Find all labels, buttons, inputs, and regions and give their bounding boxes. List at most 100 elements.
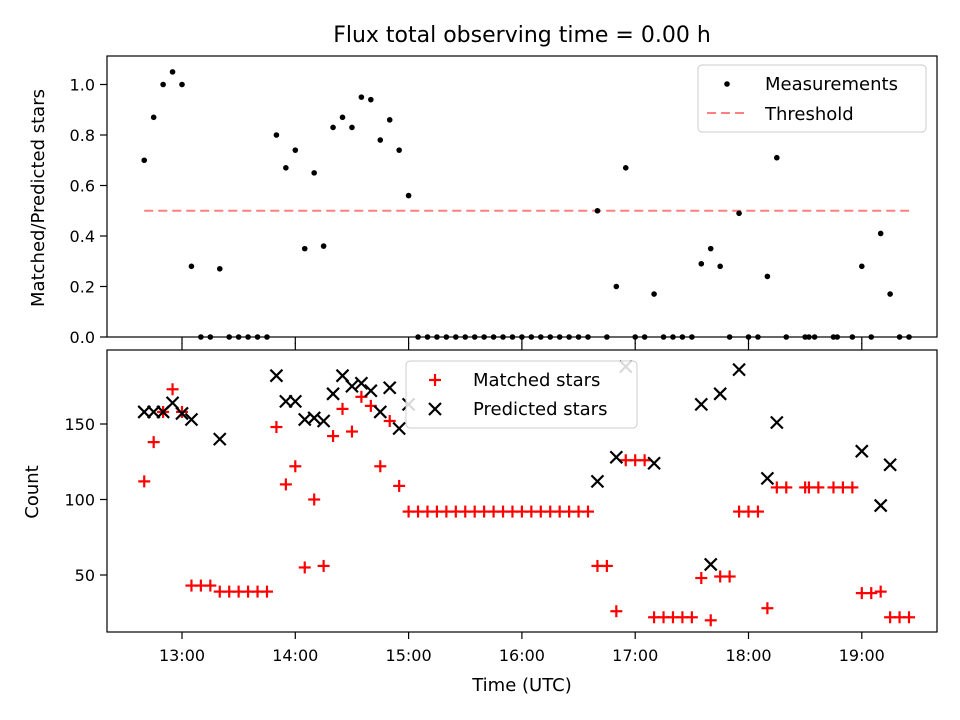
x-stroke bbox=[883, 457, 897, 472]
predicted-star-point bbox=[184, 412, 199, 427]
predicted-star-point bbox=[326, 387, 340, 401]
ratio-axes-frame bbox=[106, 55, 938, 338]
x-stroke bbox=[590, 474, 605, 489]
measurement-point bbox=[386, 117, 393, 123]
count-y-tick-label: 100 bbox=[64, 491, 95, 510]
legend-box bbox=[697, 64, 927, 133]
predicted-star-point bbox=[288, 394, 303, 409]
measurement-point bbox=[301, 245, 308, 252]
matched-star-point bbox=[166, 383, 179, 396]
legend-marker-measurements bbox=[724, 81, 730, 87]
predicted-star-point bbox=[307, 411, 321, 425]
measurement-point bbox=[169, 69, 176, 75]
x-stroke bbox=[392, 421, 406, 436]
legend-label-measurements: Measurements bbox=[765, 74, 898, 95]
matched-star-point bbox=[865, 587, 878, 600]
measurement-point bbox=[651, 291, 657, 297]
measurement-point bbox=[377, 137, 384, 143]
x-tick-label: 19:00 bbox=[839, 646, 885, 665]
measurement-point bbox=[188, 263, 195, 270]
x-stroke bbox=[770, 415, 784, 430]
measurement-point bbox=[320, 243, 327, 249]
measurement-point bbox=[622, 165, 629, 171]
x-stroke bbox=[703, 557, 718, 572]
x-stroke bbox=[354, 376, 369, 391]
predicted-star-point bbox=[732, 362, 746, 377]
measurement-point bbox=[216, 266, 223, 272]
measurement-point bbox=[150, 114, 157, 121]
y-axis-label-count: Count bbox=[22, 465, 43, 518]
matched-star-point bbox=[289, 460, 302, 473]
predicted-star-point bbox=[713, 387, 727, 401]
matched-star-point bbox=[761, 602, 774, 615]
measurement-point bbox=[179, 81, 185, 88]
x-stroke bbox=[307, 411, 321, 425]
measurement-point bbox=[594, 207, 601, 214]
count-legend: Matched stars Predicted stars bbox=[405, 360, 638, 429]
x-stroke bbox=[873, 498, 888, 513]
predicted-star-point bbox=[873, 498, 888, 513]
x-tick-label: 13:00 bbox=[159, 646, 205, 665]
x-stroke bbox=[713, 387, 727, 401]
x-stroke bbox=[288, 394, 303, 409]
measurement-point bbox=[764, 273, 771, 280]
matched-star-point bbox=[345, 425, 358, 438]
predicted-star-point bbox=[855, 444, 869, 458]
x-tick-label: 17:00 bbox=[612, 646, 658, 665]
count-axis-ticks: 50 100 150 13:00 14:00 15:00 16:00 17:00 18:00 19… bbox=[64, 343, 885, 665]
x-stroke bbox=[373, 405, 388, 419]
ratio-y-tick-label: 0.4 bbox=[70, 227, 95, 246]
x-stroke bbox=[165, 396, 180, 410]
x-axis-label: Time (UTC) bbox=[471, 675, 572, 696]
matched-star-point bbox=[812, 481, 825, 494]
ratio-y-tick-label: 0.0 bbox=[70, 328, 95, 347]
measurement-point bbox=[405, 192, 412, 199]
measurement-point bbox=[877, 230, 884, 237]
count-panel: Count Time (UTC) 50 100 150 13:00 14:00 15:00… bbox=[22, 343, 938, 696]
measurement-point bbox=[698, 260, 705, 267]
ratio-panel: Flux total observing time = 0.00 h Match… bbox=[28, 23, 938, 347]
measurement-point bbox=[368, 96, 374, 103]
measurement-point bbox=[349, 124, 355, 131]
predicted-star-point bbox=[760, 471, 775, 486]
x-stroke bbox=[316, 414, 331, 428]
measurement-point bbox=[273, 132, 280, 138]
ratio-y-tick-label: 0.6 bbox=[70, 177, 95, 196]
matched-star-point bbox=[298, 561, 311, 574]
x-stroke bbox=[760, 471, 775, 486]
x-stroke bbox=[364, 384, 378, 398]
matched-star-point bbox=[846, 481, 859, 494]
measurement-point bbox=[358, 94, 365, 100]
chart-title: Flux total observing time = 0.00 h bbox=[333, 23, 711, 48]
measurement-point bbox=[160, 81, 166, 88]
x-stroke bbox=[694, 397, 709, 412]
matched-star-point bbox=[704, 614, 717, 627]
predicted-star-point bbox=[770, 415, 784, 430]
predicted-star-point bbox=[364, 384, 378, 398]
x-tick-label: 15:00 bbox=[386, 646, 432, 665]
ratio-y-tick-label: 0.8 bbox=[70, 126, 95, 145]
matched-star-point bbox=[600, 559, 613, 572]
matched-star-point bbox=[147, 436, 160, 449]
legend-label-threshold: Threshold bbox=[764, 104, 854, 125]
x-stroke bbox=[212, 432, 227, 446]
measurement-point bbox=[330, 124, 336, 131]
predicted-star-point bbox=[382, 380, 397, 395]
matched-star-point bbox=[751, 505, 764, 518]
x-tick-label: 18:00 bbox=[725, 646, 771, 665]
measurement-point bbox=[774, 154, 780, 161]
predicted-star-point bbox=[269, 368, 284, 383]
ratio-legend: Measurements Threshold bbox=[697, 64, 927, 133]
x-stroke bbox=[382, 380, 397, 395]
predicted-star-point bbox=[345, 379, 359, 394]
y-axis-label-ratio: Matched/Predicted stars bbox=[28, 89, 49, 307]
count-marks bbox=[137, 359, 916, 627]
measurement-point bbox=[859, 263, 865, 270]
predicted-star-point bbox=[703, 557, 718, 572]
ratio-y-tick-label: 1.0 bbox=[70, 76, 95, 95]
matched-star-point bbox=[393, 479, 406, 492]
x-stroke bbox=[269, 368, 284, 383]
x-stroke bbox=[184, 412, 199, 427]
predicted-star-point bbox=[694, 397, 709, 412]
matched-star-point bbox=[204, 579, 217, 592]
